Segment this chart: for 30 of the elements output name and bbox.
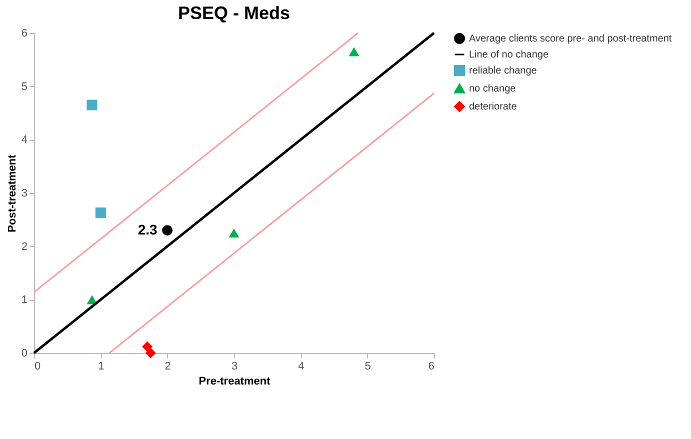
legend-label: deteriorate [469,102,518,112]
y-tick-label: 6 [21,28,28,40]
point [162,225,173,236]
chart-title: PSEQ - Meds [178,3,290,23]
x-tick-label: 1 [98,360,104,372]
y-tick-label: 0 [21,348,28,360]
x-tick-label: 4 [298,360,304,372]
x-tick-label: 6 [428,360,434,372]
legend-label: Average clients score pre- and post-treatment [469,34,672,44]
y-axis-title: Post-treatment [6,154,18,232]
legend-label: no change [469,84,516,94]
y-tick-label: 5 [21,80,28,93]
x-tick-label: 5 [364,360,371,372]
point [142,341,153,352]
legend-label: reliable change [469,66,538,76]
y-tick-label: 1 [21,294,28,306]
point [228,228,240,238]
x-tick-label: 3 [231,360,238,372]
legend-label: Line of no change [469,50,549,60]
y-tick-label: 4 [21,134,28,146]
point [86,100,98,110]
y-tick-label: 3 [21,188,28,200]
y-tick-label: 2 [21,240,28,253]
x-tick-label: 2 [164,360,171,372]
point [95,207,106,218]
x-tick-label: 0 [34,360,41,372]
x-axis-title: Pre-treatment [198,376,271,388]
point [145,348,156,358]
annotation: 2.3 [138,221,158,238]
point [348,47,360,56]
